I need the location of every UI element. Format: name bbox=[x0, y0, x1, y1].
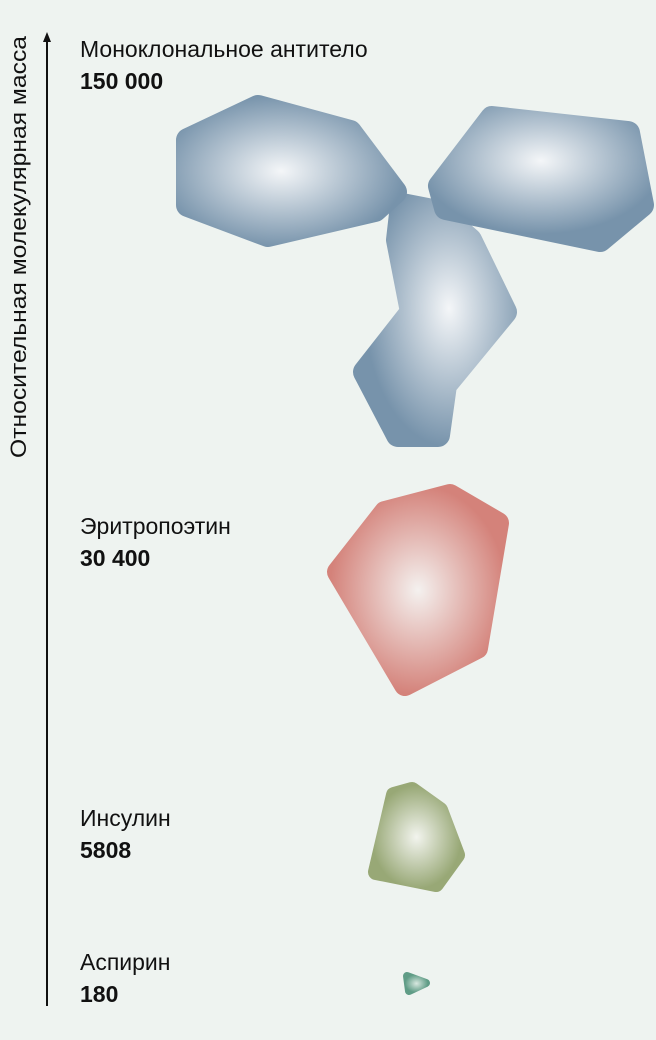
aspirin-shape bbox=[403, 972, 430, 995]
molecule-mass: 180 bbox=[80, 981, 118, 1007]
insulin-shape bbox=[368, 782, 465, 892]
molecule-mass: 30 400 bbox=[80, 545, 150, 571]
epo-shape bbox=[327, 484, 509, 696]
molecule-mass: 150 000 bbox=[80, 68, 163, 94]
molecule-name: Моноклональное антитело bbox=[80, 36, 368, 62]
molecule-mass: 5808 bbox=[80, 837, 131, 863]
molecule-name: Эритропоэтин bbox=[80, 513, 231, 539]
antibody-shape bbox=[176, 95, 654, 447]
axis-label: Относительная молекулярная масса bbox=[6, 35, 31, 458]
antibody-fragment bbox=[176, 95, 407, 247]
molecule-name: Инсулин bbox=[80, 805, 171, 831]
axis-arrow bbox=[43, 32, 51, 42]
antibody-fragment bbox=[353, 193, 517, 447]
antibody-fragment bbox=[428, 106, 654, 252]
molecule-name: Аспирин bbox=[80, 949, 170, 975]
